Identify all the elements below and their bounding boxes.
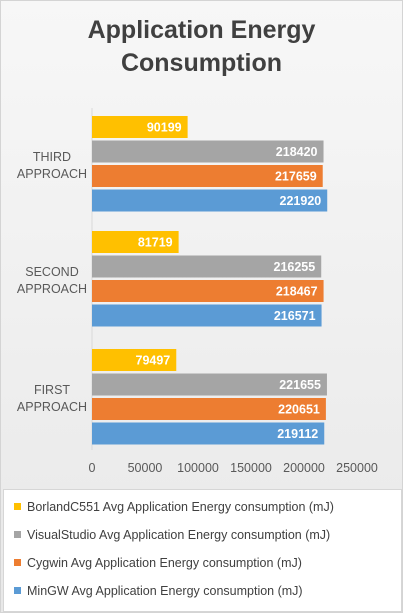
legend-item-mingw: MinGW Avg Application Energy consumption…: [14, 581, 303, 601]
bar-cygwin-cat1: [92, 280, 324, 302]
legend-swatch-cygwin: [14, 559, 21, 567]
data-label-visualstudio-cat1: 216255: [274, 260, 316, 274]
legend-item-cygwin: Cygwin Avg Application Energy consumptio…: [14, 553, 302, 573]
bar-mingw-cat1: [92, 304, 322, 327]
x-tick-label-1: 50000: [128, 461, 163, 475]
category-label-cat0-line1: APPROACH: [17, 167, 87, 181]
data-label-borlandc551-cat0: 90199: [147, 121, 182, 135]
bar-plot-area: 90199 218420 217659 221920 THIRD APPROACH 8171…: [17, 108, 378, 475]
bar-borlandc551-cat2: [92, 349, 177, 371]
legend-item-borland: BorlandC551 Avg Application Energy consu…: [14, 497, 334, 517]
bar-borlandc551-cat0: [92, 116, 188, 138]
legend-label-mingw: MinGW Avg Application Energy consumption…: [27, 584, 303, 598]
data-label-mingw-cat0: 221920: [280, 194, 322, 208]
bar-borlandc551-cat1: [92, 231, 179, 253]
legend-swatch-borland: [14, 503, 21, 511]
category-label-cat1-line0: SECOND: [25, 265, 78, 279]
bar-cygwin-cat0: [92, 165, 323, 187]
category-label-cat1-line1: APPROACH: [17, 282, 87, 296]
chart-title: Application Energy Consumption: [0, 14, 403, 80]
bar-visualstudio-cat1: [92, 255, 322, 278]
data-label-borlandc551-cat2: 79497: [136, 354, 171, 368]
bar-mingw-cat2: [92, 422, 325, 445]
bar-mingw-cat0: [92, 189, 328, 212]
bar-cygwin-cat2: [92, 398, 326, 420]
x-tick-label-4: 200000: [283, 461, 325, 475]
chart-title-line-2: Consumption: [120, 49, 283, 77]
data-label-mingw-cat1: 216571: [274, 309, 316, 323]
legend-label-cygwin: Cygwin Avg Application Energy consumptio…: [27, 556, 302, 570]
data-label-visualstudio-cat2: 221655: [279, 378, 321, 392]
data-label-visualstudio-cat0: 218420: [276, 145, 318, 159]
category-label-cat0-line0: THIRD: [33, 150, 71, 164]
data-label-cygwin-cat2: 220651: [278, 403, 320, 417]
x-tick-label-3: 150000: [230, 461, 272, 475]
chart-legend: BorlandC551 Avg Application Energy consu…: [3, 489, 402, 612]
data-label-cygwin-cat1: 218467: [276, 285, 318, 299]
bar-visualstudio-cat2: [92, 373, 327, 396]
category-label-cat2-line1: APPROACH: [17, 400, 87, 414]
bar-visualstudio-cat0: [92, 140, 324, 163]
x-tick-label-0: 0: [89, 461, 96, 475]
data-label-cygwin-cat0: 217659: [275, 170, 317, 184]
data-label-mingw-cat2: 219112: [277, 427, 318, 441]
legend-label-borland: BorlandC551 Avg Application Energy consu…: [27, 500, 334, 514]
data-label-borlandc551-cat1: 81719: [138, 236, 173, 250]
legend-item-visualstudio: VisualStudio Avg Application Energy cons…: [14, 525, 330, 545]
chart-title-line-1: Application Energy: [87, 16, 316, 44]
x-tick-label-5: 250000: [336, 461, 378, 475]
x-tick-label-2: 100000: [177, 461, 219, 475]
legend-swatch-visualstudio: [14, 531, 21, 539]
category-label-cat2-line0: FIRST: [34, 383, 70, 397]
legend-label-visualstudio: VisualStudio Avg Application Energy cons…: [27, 528, 331, 542]
legend-swatch-mingw: [14, 587, 21, 595]
